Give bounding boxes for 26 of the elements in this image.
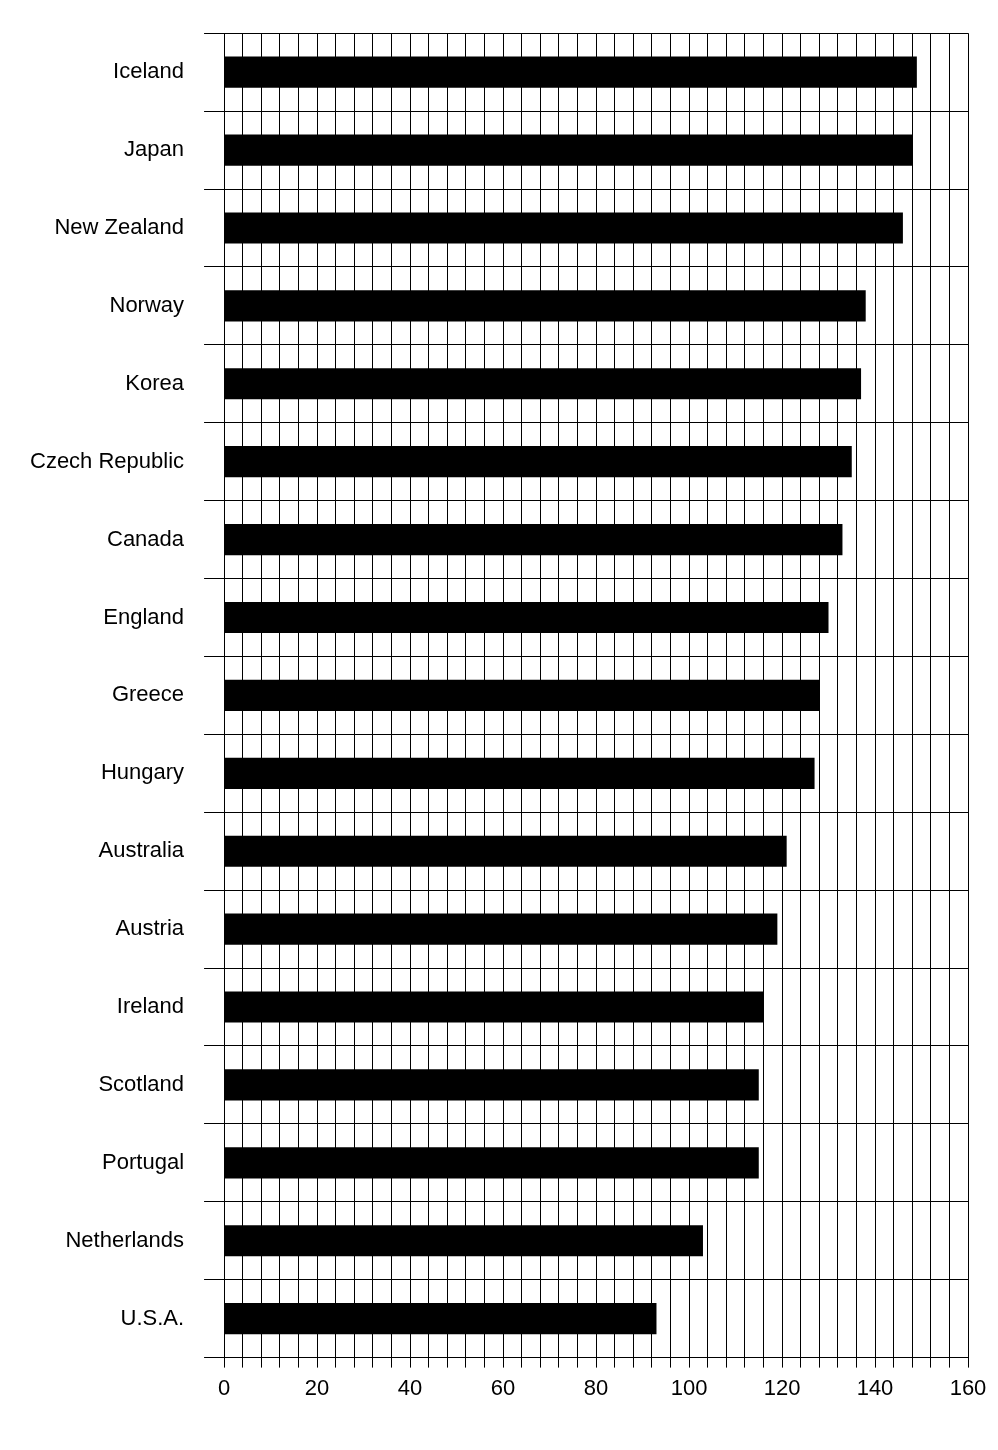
y-tick-label: Japan — [124, 136, 185, 162]
y-tick-label: New Zealand — [54, 214, 185, 240]
x-tick-label: 40 — [397, 1374, 423, 1400]
y-tick-label: Portugal — [102, 1148, 185, 1174]
y-tick-label: Ireland — [116, 993, 185, 1019]
x-tick-label: 160 — [949, 1374, 987, 1400]
y-tick-label: Hungary — [100, 759, 185, 785]
x-tick-label: 60 — [490, 1374, 516, 1400]
y-tick-label: Canada — [107, 525, 185, 551]
y-tick-label: Netherlands — [65, 1226, 185, 1252]
y-tick-label: Norway — [109, 291, 185, 317]
y-tick-label: Australia — [98, 837, 185, 863]
x-tick-label: 20 — [304, 1374, 330, 1400]
x-tick-label: 100 — [670, 1374, 708, 1400]
x-tick-label: 140 — [856, 1374, 894, 1400]
y-tick-label: U.S.A. — [120, 1304, 185, 1330]
x-tick-label: 80 — [583, 1374, 609, 1400]
y-tick-label: Scotland — [98, 1070, 185, 1096]
y-tick-label: Czech Republic — [30, 447, 185, 473]
y-tick-label: Austria — [115, 915, 185, 941]
y-tick-label: England — [103, 603, 185, 629]
y-tick-label: Korea — [125, 369, 185, 395]
y-tick-label: Greece — [111, 681, 185, 707]
x-tick-label: 0 — [217, 1374, 231, 1400]
x-tick-label: 120 — [763, 1374, 801, 1400]
y-tick-label: Iceland — [113, 58, 185, 84]
